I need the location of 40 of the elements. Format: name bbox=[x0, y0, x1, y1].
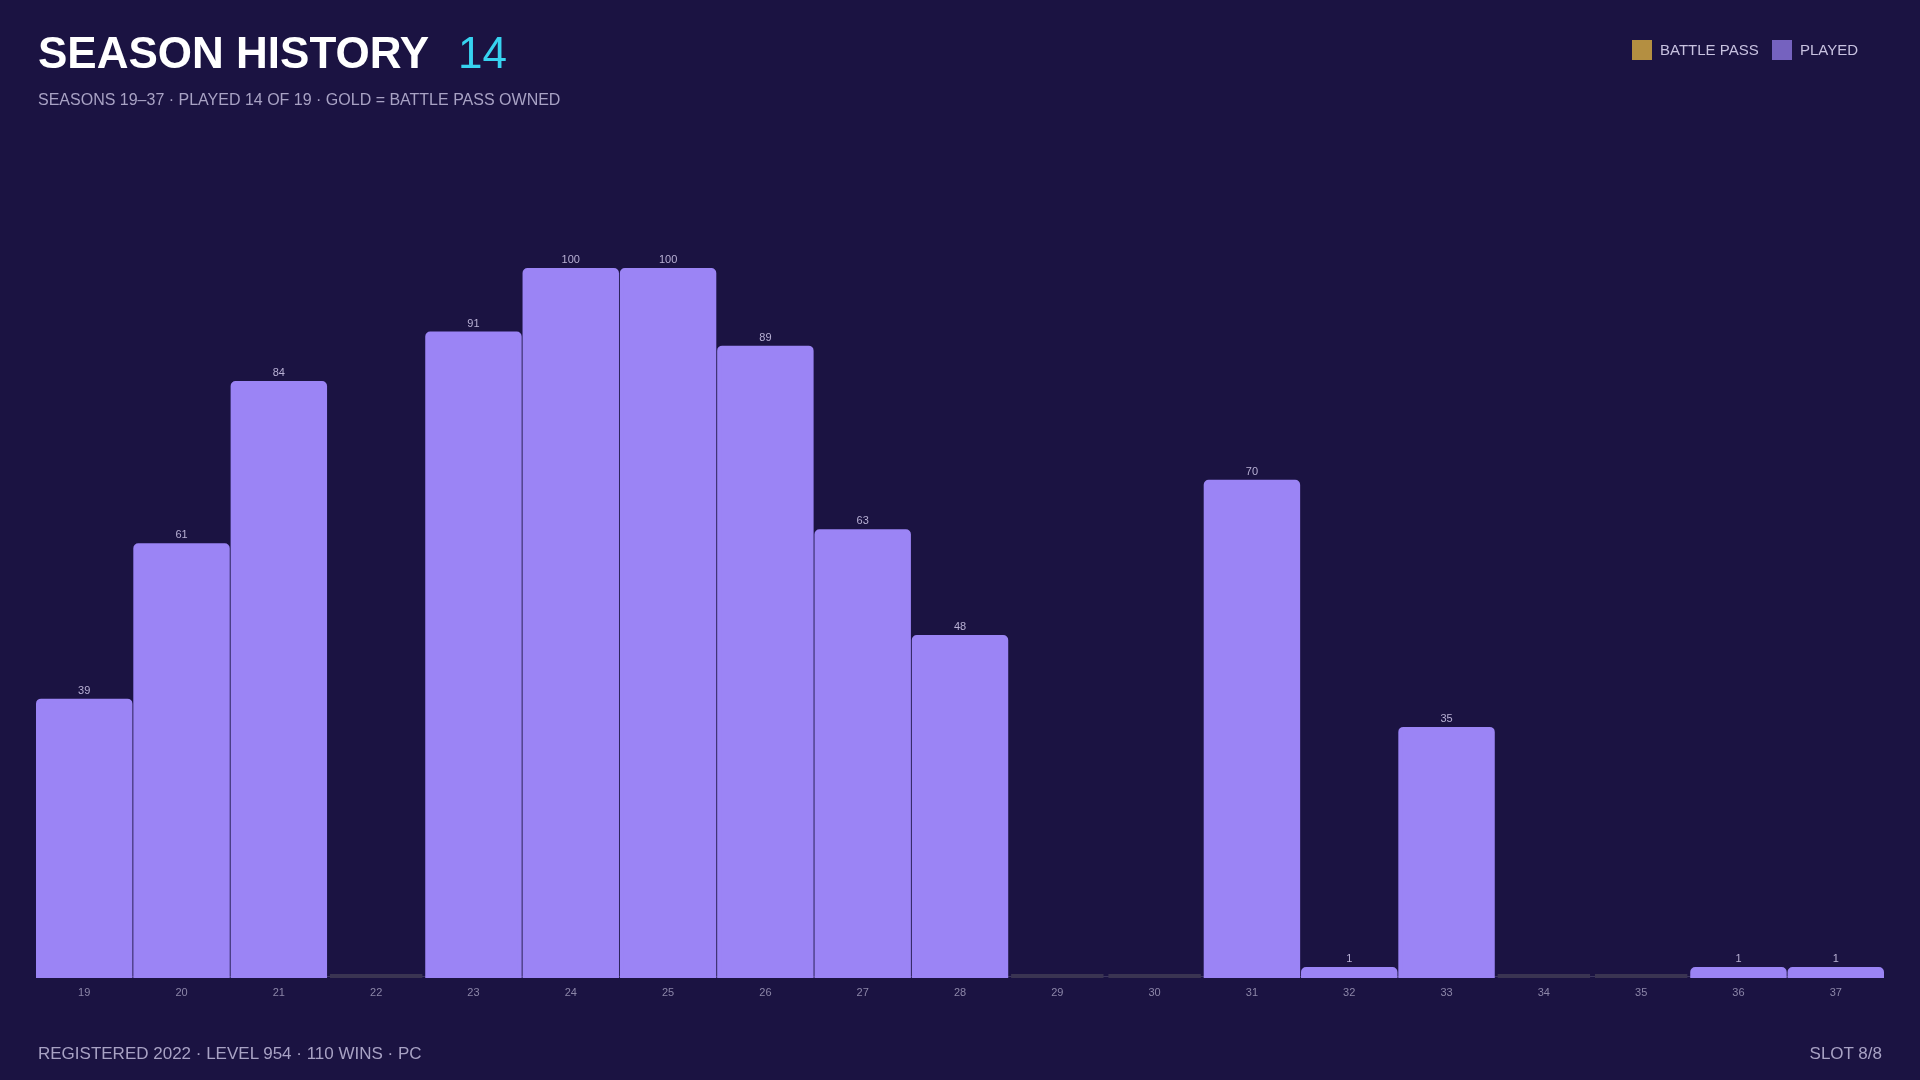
data-label: 100 bbox=[658, 253, 678, 265]
data-label: 91 bbox=[467, 316, 480, 329]
x-tick-label: 32 bbox=[1343, 985, 1356, 998]
x-tick-label: 20 bbox=[175, 985, 188, 998]
x-tick-label: 25 bbox=[661, 985, 675, 998]
chart-title: SEASON HISTORY bbox=[38, 28, 430, 77]
data-label: 63 bbox=[856, 514, 869, 527]
data-label: 1 bbox=[1832, 951, 1839, 964]
text: REGISTERED 2022 · LEVEL 954 · 110 WINS · PC bbox=[38, 1044, 422, 1063]
x-tick-label: 22 bbox=[370, 985, 383, 998]
x-tick-label: 26 bbox=[759, 985, 772, 998]
data-label: 84 bbox=[272, 365, 285, 378]
x-tick-label: 27 bbox=[856, 985, 869, 998]
x-tick-label: 29 bbox=[1051, 985, 1064, 998]
data-label: 35 bbox=[1440, 711, 1453, 724]
text: SLOT 8/8 bbox=[1809, 1044, 1882, 1063]
x-tick-label: 35 bbox=[1635, 985, 1648, 998]
x-tick-label: 34 bbox=[1537, 985, 1550, 998]
x-tick-label: 31 bbox=[1245, 985, 1259, 998]
x-tick-label: 30 bbox=[1148, 985, 1161, 998]
x-tick-label: 36 bbox=[1732, 985, 1745, 998]
x-tick-label: 21 bbox=[272, 985, 285, 998]
x-tick-label: 37 bbox=[1829, 985, 1842, 998]
data-label: 70 bbox=[1245, 464, 1259, 477]
chart-subtitle: SEASONS 19–37 · PLAYED 14 OF 19 · GOLD = BATTLE PASS OWNED bbox=[38, 91, 561, 108]
x-tick-label: 33 bbox=[1440, 985, 1453, 998]
text: 14 bbox=[458, 28, 507, 77]
x-tick-label: 28 bbox=[953, 985, 967, 998]
data-label: 89 bbox=[759, 330, 772, 343]
legend-label: BATTLE PASS bbox=[1660, 41, 1759, 58]
data-label: 1 bbox=[1735, 951, 1742, 964]
data-label: 100 bbox=[561, 253, 580, 265]
data-label: 39 bbox=[78, 683, 91, 696]
x-tick-label: 19 bbox=[78, 985, 91, 998]
x-tick-label: 23 bbox=[467, 985, 480, 998]
data-label: 1 bbox=[1346, 951, 1353, 964]
x-tick-label: 24 bbox=[564, 985, 577, 998]
data-label: 61 bbox=[175, 528, 188, 541]
data-label: 48 bbox=[953, 620, 967, 633]
legend-label: PLAYED bbox=[1800, 41, 1859, 58]
